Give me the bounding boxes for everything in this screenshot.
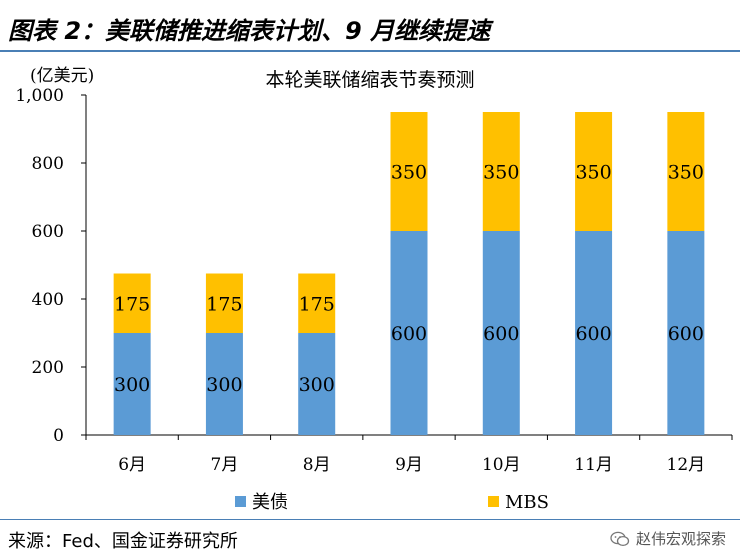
bar-segment xyxy=(113,333,151,435)
bar-segment xyxy=(390,112,428,231)
x-tick-label: 8月 xyxy=(303,455,331,475)
figure-header: 图表 2：美联储推进缩表计划、9 月继续提速 xyxy=(0,0,740,52)
data-label: 300 xyxy=(299,374,335,396)
bar-segment xyxy=(298,273,336,333)
data-label: 600 xyxy=(391,323,427,345)
data-label: 300 xyxy=(114,374,150,396)
bar-segment xyxy=(205,273,243,333)
bar-segment xyxy=(390,231,428,435)
data-label: 350 xyxy=(391,162,427,184)
data-label: 350 xyxy=(575,162,611,184)
bar-segment xyxy=(113,273,151,333)
x-tick-label: 11月 xyxy=(574,455,613,475)
bar-segment xyxy=(575,231,613,435)
y-tick-label: 0 xyxy=(53,426,64,446)
source-note: 来源：Fed、国金证券研究所 xyxy=(8,531,238,552)
bar-segment xyxy=(667,231,705,435)
x-tick-label: 7月 xyxy=(211,455,239,475)
legend-swatch xyxy=(235,496,246,507)
legend-label: 美债 xyxy=(252,492,288,513)
y-tick-label: 800 xyxy=(32,154,64,174)
legend-label: MBS xyxy=(505,492,549,513)
data-label: 300 xyxy=(206,374,242,396)
x-tick-label: 12月 xyxy=(667,455,706,475)
x-tick-label: 9月 xyxy=(395,455,423,475)
data-label: 350 xyxy=(483,162,519,184)
x-tick-label: 6月 xyxy=(118,455,146,475)
y-tick-label: 200 xyxy=(32,358,64,378)
bar-segment xyxy=(667,112,705,231)
figure-title: 图表 2：美联储推进缩表计划、9 月继续提速 xyxy=(8,17,491,45)
legend-swatch xyxy=(488,496,499,507)
watermark-text: 赵伟宏观探索 xyxy=(635,530,726,548)
y-tick-label: 400 xyxy=(32,290,64,310)
bar-segment xyxy=(482,231,520,435)
data-label: 175 xyxy=(114,293,150,315)
y-axis-unit-label: (亿美元) xyxy=(30,66,94,86)
y-tick-label: 1,000 xyxy=(15,86,64,106)
data-label: 600 xyxy=(668,323,704,345)
chart-title: 本轮美联储缩表节奏预测 xyxy=(265,69,474,91)
figure-footer: 来源：Fed、国金证券研究所 赵伟宏观探索 xyxy=(0,519,740,554)
chart: 本轮美联储缩表节奏预测 (亿美元) 0 200 400 600 800 1,000 300 175… xyxy=(15,66,733,513)
bar-segment xyxy=(575,112,613,231)
data-label: 600 xyxy=(575,323,611,345)
bar-segment xyxy=(205,333,243,435)
bar-segment xyxy=(482,112,520,231)
y-tick-label: 600 xyxy=(32,222,64,242)
wechat-icon xyxy=(610,531,630,546)
x-tick-label: 10月 xyxy=(482,455,521,475)
data-label: 175 xyxy=(299,293,335,315)
data-label: 175 xyxy=(206,293,242,315)
watermark: 赵伟宏观探索 xyxy=(610,528,726,549)
data-label: 600 xyxy=(483,323,519,345)
bar-segment xyxy=(298,333,336,435)
data-label: 350 xyxy=(668,162,704,184)
